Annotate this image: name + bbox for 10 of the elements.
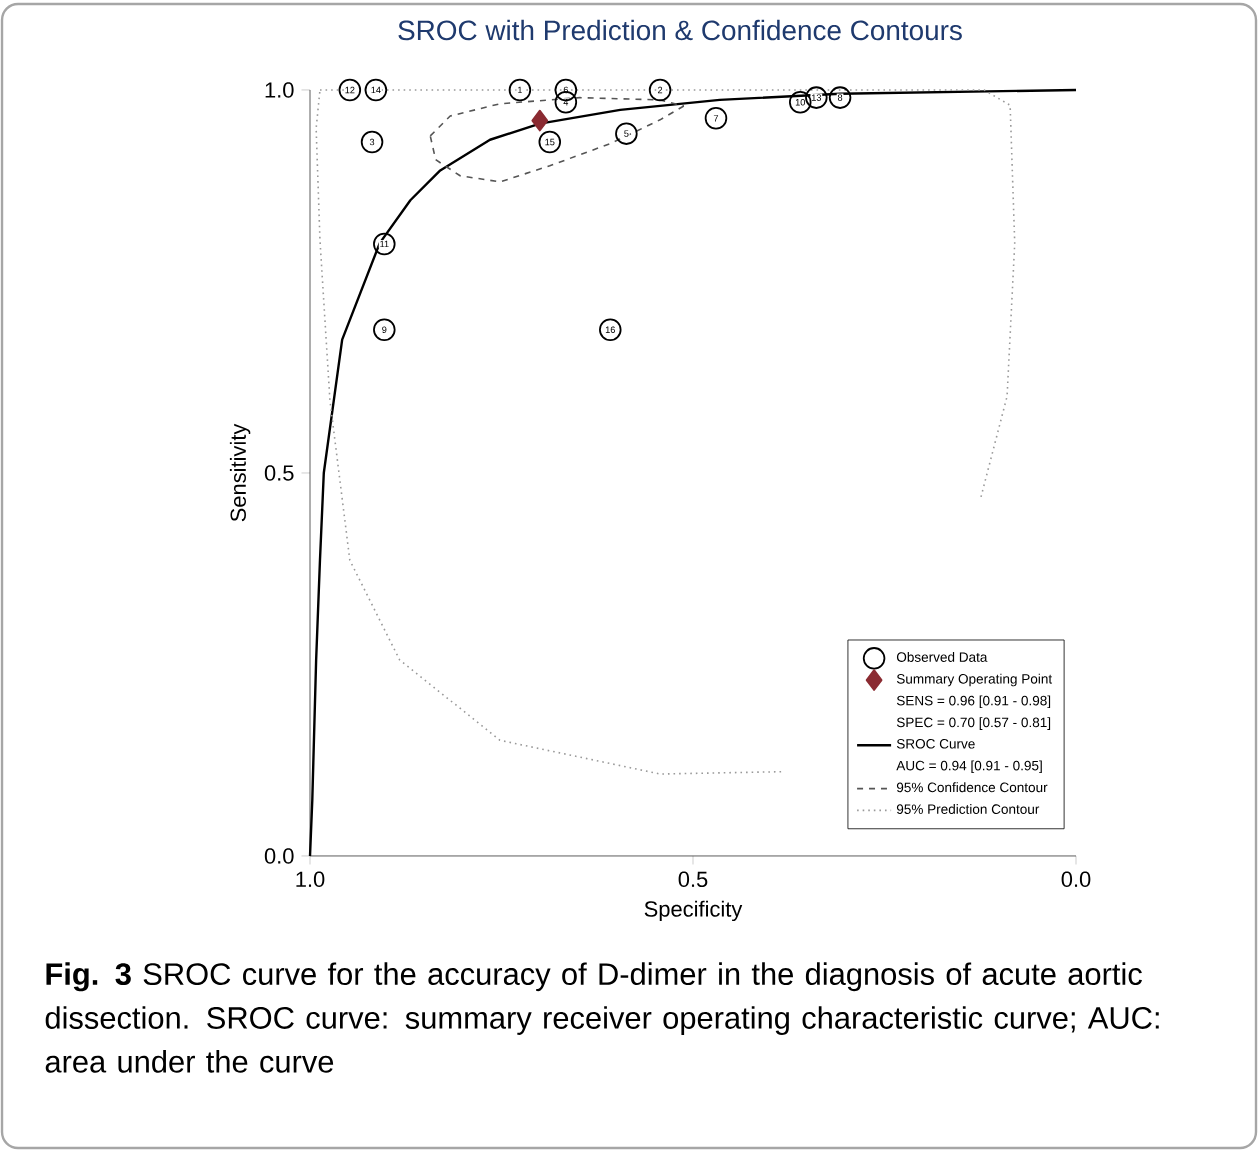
- x-tick-label: 0.5: [678, 871, 708, 888]
- x-tick-label: 1.0: [296, 871, 325, 888]
- x-axis-title: Specificity: [644, 900, 743, 922]
- chart-title: SROC with Prediction & Confidence Contours: [398, 19, 962, 41]
- y-tick-label: 0.5: [264, 465, 294, 481]
- y-axis-title: Sensitivity: [229, 423, 251, 522]
- x-tick-label: 0.0: [1061, 871, 1091, 888]
- text: Fig. 3 SROC curve for the accuracy of D-dimer in the diagnosis of acute aortic dissection. SROC curve: summary receiver operating characteristic curve; AUC: area under the curve: [45, 962, 1159, 1073]
- y-tick-label: 0.0: [264, 848, 294, 864]
- y-tick-label: 1.0: [265, 82, 294, 98]
